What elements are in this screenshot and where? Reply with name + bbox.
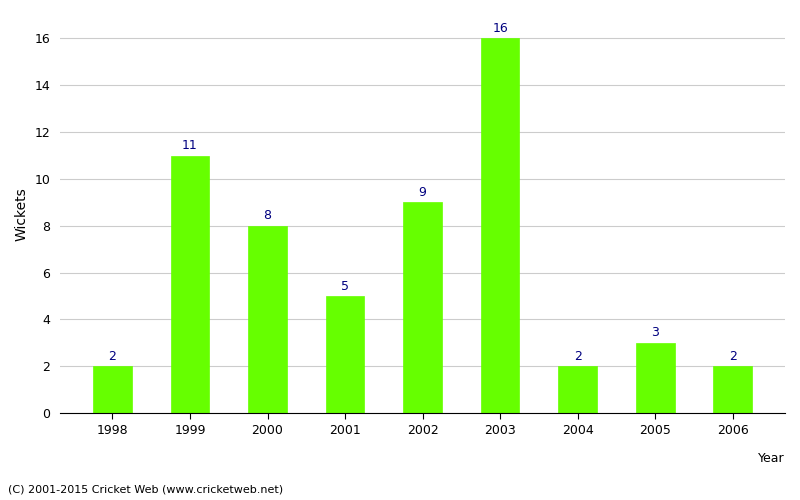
Text: 3: 3 [651, 326, 659, 340]
Bar [558, 366, 597, 413]
Bar [326, 296, 365, 413]
Text: 11: 11 [182, 139, 198, 152]
Text: 5: 5 [341, 280, 349, 292]
Text: 16: 16 [492, 22, 508, 35]
Bar [481, 38, 519, 413]
Text: 2: 2 [109, 350, 117, 363]
Text: Year: Year [758, 452, 785, 465]
Bar [403, 202, 442, 413]
Text: 8: 8 [263, 210, 271, 222]
Bar [636, 343, 674, 413]
Text: 2: 2 [574, 350, 582, 363]
Bar [714, 366, 752, 413]
Bar [93, 366, 132, 413]
Text: 9: 9 [418, 186, 426, 199]
Text: 2: 2 [729, 350, 737, 363]
Y-axis label: Wickets: Wickets [15, 187, 29, 241]
Bar [170, 156, 210, 413]
Text: (C) 2001-2015 Cricket Web (www.cricketweb.net): (C) 2001-2015 Cricket Web (www.cricketwe… [8, 485, 283, 495]
Bar [248, 226, 287, 413]
